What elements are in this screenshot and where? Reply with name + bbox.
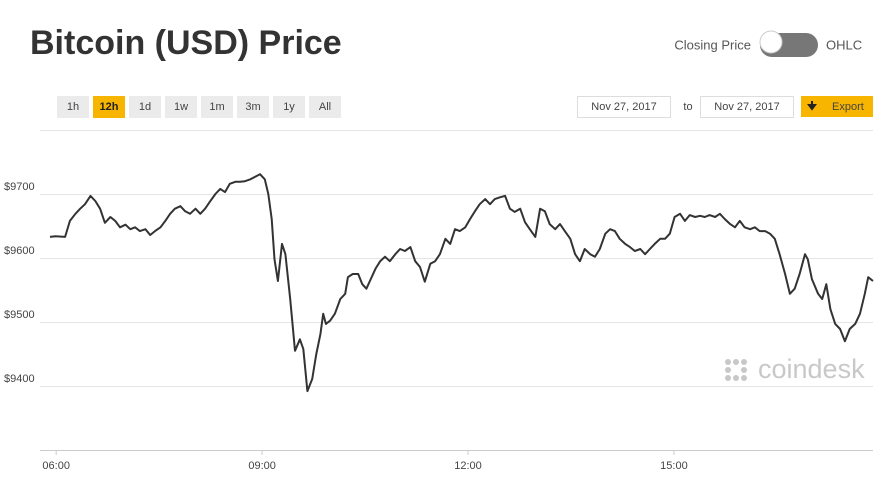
date-from: Nov 27, 2017: [591, 101, 656, 113]
range-label[interactable]: 1m: [209, 101, 224, 113]
y-tick-label: $9700: [4, 181, 35, 193]
date-separator: to: [683, 101, 692, 113]
page-title: Bitcoin (USD) Price: [30, 24, 342, 62]
y-tick-label: $9600: [4, 245, 35, 257]
range-label[interactable]: 3m: [245, 101, 260, 113]
price-line: [49, 173, 874, 393]
y-tick-label: $9500: [4, 309, 35, 321]
range-label[interactable]: 12h: [100, 101, 119, 113]
toggle-knob[interactable]: [759, 30, 783, 54]
date-to: Nov 27, 2017: [714, 101, 779, 113]
range-button[interactable]: [309, 96, 341, 118]
range-button[interactable]: [93, 96, 125, 118]
range-label[interactable]: 1w: [174, 101, 188, 113]
y-tick-label: $9400: [4, 373, 35, 385]
range-label[interactable]: 1d: [139, 101, 151, 113]
range-button[interactable]: [201, 96, 233, 118]
toggle-label[interactable]: Closing Price: [674, 37, 751, 52]
range-button[interactable]: [129, 96, 161, 118]
export-button[interactable]: [801, 96, 873, 117]
range-label[interactable]: 1y: [283, 101, 295, 113]
range-button[interactable]: [273, 96, 305, 118]
watermark: coindesk: [758, 354, 865, 384]
date-input[interactable]: [577, 96, 671, 118]
range-button[interactable]: [57, 96, 89, 118]
range-button[interactable]: [165, 96, 197, 118]
date-input[interactable]: [700, 96, 794, 118]
range-label[interactable]: All: [319, 101, 331, 113]
plot: $9400 $9500 $9600 $9700 06:00 09:00 12:00 15:00: [4, 173, 874, 472]
export-icon: [807, 101, 817, 111]
range-buttons: 1h 12h 1d 1w 1m 3m 1y All: [57, 96, 341, 118]
x-tick-label: 12:00: [454, 460, 482, 472]
watermark-logo: [725, 359, 747, 381]
range-button[interactable]: [237, 96, 269, 118]
x-tick-label: 09:00: [248, 460, 276, 472]
x-tick-label: 15:00: [660, 460, 688, 472]
range-label[interactable]: 1h: [67, 101, 79, 113]
toggle-label[interactable]: OHLC: [826, 37, 862, 52]
x-tick-label: 06:00: [42, 460, 70, 472]
export-label[interactable]: Export: [832, 101, 864, 113]
